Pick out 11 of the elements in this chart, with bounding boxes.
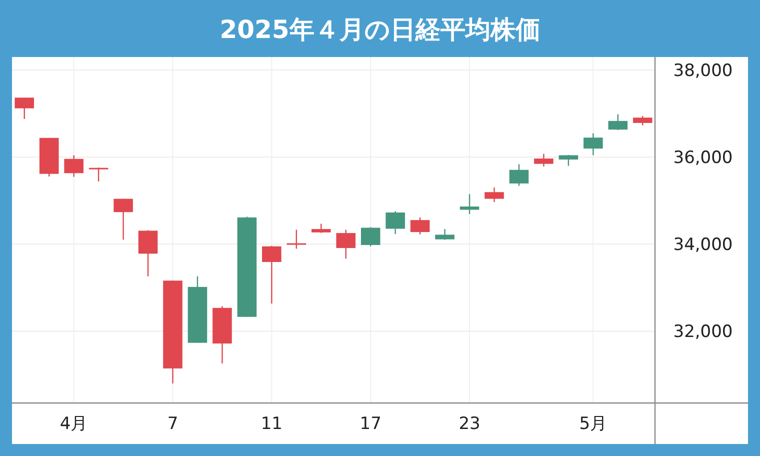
ytick: 32,000 [673, 322, 733, 342]
title: 2025年４月の日経平均株価 [220, 15, 540, 44]
ytick: 36,000 [673, 148, 733, 168]
ytick: 38,000 [673, 61, 733, 82]
xtick: 4月 [60, 414, 88, 434]
xtick: 23 [458, 414, 480, 434]
xtick: 5月 [579, 414, 608, 434]
xtick: 11 [260, 414, 282, 434]
xtick: 17 [360, 414, 382, 434]
ytick: 34,000 [673, 235, 733, 256]
xtick: 7 [167, 414, 178, 434]
